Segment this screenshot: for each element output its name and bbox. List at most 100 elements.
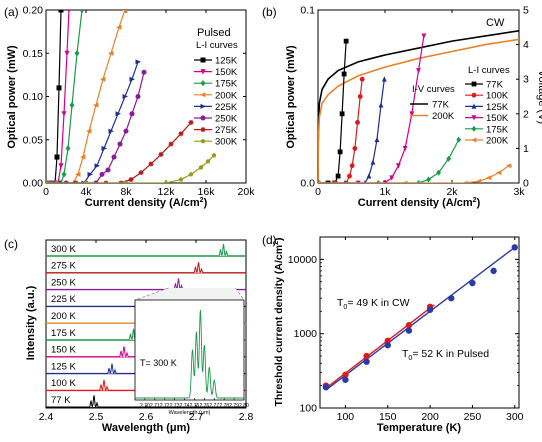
x-tick-label: 2k [446,186,458,198]
series-point-125K [374,136,380,143]
series-point-200K [100,76,106,82]
series-point-250K [123,128,129,134]
data-point-Pulsed [405,327,413,334]
series-point-175K [48,179,54,183]
x-tick-label: 2.4 [39,411,54,423]
series-point-300K [178,177,184,182]
series-line-125K [318,79,385,183]
y-tick-label: 0.10 [23,91,44,103]
series-point-125K [363,180,367,183]
series-line-175K [46,10,83,183]
inset-x-tick-label: 2.75 [190,403,200,409]
legend2-title: I-V curves [412,84,455,95]
data-point-Pulsed [363,358,370,365]
legend-marker-100K [471,92,477,98]
legend-label-125K: 125K [215,56,238,67]
series-point-300K [46,180,49,183]
series-point-125K [343,180,347,183]
series-point-225K [129,76,135,82]
series-point-175K [426,176,431,183]
legend-marker-125K [471,103,477,109]
series-point-125K [366,173,372,179]
annotation-pulsed-sub: 0 [408,355,412,362]
series-point-150K [416,68,421,74]
spectrum-label-150 K: 150 K [51,345,76,356]
series-group [46,10,217,183]
series-point-100K [355,120,360,125]
series-point-200K [462,180,468,183]
series-point-225K [115,111,121,117]
legend-label-200K: 200K [215,90,238,101]
data-point-Pulsed [342,376,349,383]
series-point-250K [117,141,123,147]
annotation-pulsed: T0= 52 K in Pulsed [402,348,489,362]
y-tick-label: 1000 [294,328,318,340]
panel-label: (b) [262,5,277,19]
y-axis-label-sup: 2 [273,241,280,245]
series-point-225K [87,171,93,177]
x-axis-label-end: ) [204,197,208,209]
annotation-cw: T0= 49 K in CW [337,297,410,311]
y-axis-label-end: ) [273,237,285,241]
series-point-150K [58,163,64,169]
spectrum-250 K [46,278,246,290]
iv-curve-77K [318,29,519,183]
y-tick-label: 0.05 [23,134,44,146]
legend-label-77K: 77K [486,80,504,91]
y-axis-label: Optical power (mW) [285,45,297,149]
series-point-300K [83,180,89,183]
y-tick-label: 10000 [288,254,317,266]
y-axis-label: Threshold current density (A/cm2) [273,237,285,406]
x-tick-label: 300 [506,411,524,423]
x-tick-label: 2.5 [89,411,104,423]
series-point-225K [58,180,64,183]
series-point-200K [402,180,408,183]
spectrum-77 K [46,395,246,408]
legend-marker-225K [200,103,206,109]
spectrum-label-275 K: 275 K [51,261,76,272]
data-point-CW [405,322,413,329]
spectrum-300 K [46,243,246,257]
legend-label-275K: 275K [215,125,238,136]
series-point-200K [122,10,128,13]
spectrum-label-200 K: 200 K [51,311,76,322]
annotation-cw-post: = 49 K in CW [347,297,409,309]
legend-label-125K: 125K [486,102,509,113]
inset-x-tick-label: 2.79 [229,403,239,409]
legend-marker-175K [471,125,477,132]
y2-tick-label: 0 [523,178,529,190]
series-point-250K [129,111,135,117]
x-tick-label: 16k [198,186,216,198]
series-point-300K [123,180,129,183]
data-point-Pulsed [490,267,497,275]
fit-line-CW fit [325,304,435,389]
series-line-225K [46,61,139,183]
series-point-100K [347,173,352,179]
series-point-225K [94,163,100,169]
inset-guide-right [235,287,245,301]
y-tick-label: 100 [299,403,317,415]
spectrum-label-125 K: 125 K [51,361,76,372]
y-tick-label: 0.1 [300,5,315,17]
spectrum-label-225 K: 225 K [51,294,76,305]
data-point-CW [363,352,370,360]
series-point-125K [381,76,387,82]
series-point-150K [64,50,70,57]
y-tick-label: 0.0 [300,178,315,190]
series-point-200K [318,180,321,183]
series-point-150K [389,175,395,181]
series-point-300K [163,180,169,183]
series-point-200K [116,24,122,30]
legend-marker-150K [471,115,477,121]
x-tick-label: 8k [120,186,132,198]
series-point-175K [416,180,421,183]
x-tick-label: 4k [80,186,92,198]
series-point-150K [67,10,71,13]
x-tick-label: 12k [158,186,176,198]
series-point-175K [456,136,462,143]
y-axis-label: Optical power (mW) [6,45,18,149]
x-axis-label: Current density (A/cm2) [358,197,481,209]
inset-temperature-label: T= 300 K [140,358,177,368]
series-point-250K [135,94,141,99]
